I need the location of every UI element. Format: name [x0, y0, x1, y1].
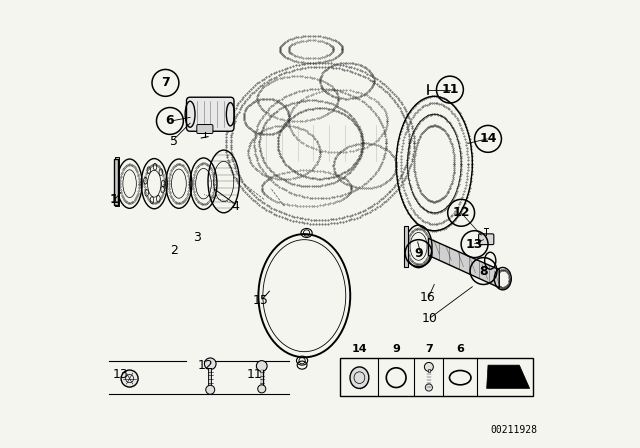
Ellipse shape — [350, 367, 369, 388]
Text: 3: 3 — [193, 231, 201, 244]
Text: 6: 6 — [456, 344, 464, 354]
FancyBboxPatch shape — [479, 234, 494, 245]
Text: 12: 12 — [198, 358, 214, 372]
Polygon shape — [428, 238, 499, 288]
Text: 1: 1 — [109, 193, 118, 206]
Text: 12: 12 — [452, 206, 470, 220]
Text: 10: 10 — [422, 311, 438, 325]
Circle shape — [424, 362, 433, 371]
Text: 2: 2 — [170, 244, 179, 258]
Text: 14: 14 — [351, 344, 367, 354]
Text: 00211928: 00211928 — [490, 425, 538, 435]
Text: 5: 5 — [170, 134, 179, 148]
Text: 7: 7 — [161, 76, 170, 90]
Text: 15: 15 — [253, 293, 269, 307]
Polygon shape — [486, 365, 530, 388]
Text: 8: 8 — [479, 264, 488, 278]
Text: 9: 9 — [414, 246, 423, 260]
Circle shape — [206, 385, 215, 394]
FancyBboxPatch shape — [186, 97, 234, 131]
Text: 11: 11 — [247, 367, 263, 381]
Text: 11: 11 — [441, 83, 459, 96]
Circle shape — [258, 385, 266, 393]
Bar — [340, 358, 533, 396]
Ellipse shape — [121, 370, 138, 387]
FancyBboxPatch shape — [197, 125, 213, 134]
Text: 4: 4 — [231, 199, 239, 213]
Text: 13: 13 — [466, 237, 483, 251]
Bar — [404, 226, 408, 267]
Text: 16: 16 — [420, 291, 435, 305]
Circle shape — [425, 384, 433, 391]
Circle shape — [257, 361, 267, 371]
Circle shape — [204, 358, 216, 370]
Text: 14: 14 — [479, 132, 497, 146]
Bar — [114, 159, 118, 205]
Text: 13: 13 — [113, 367, 129, 381]
Text: 6: 6 — [166, 114, 174, 128]
Text: 7: 7 — [425, 344, 433, 354]
Text: 9: 9 — [392, 344, 400, 354]
